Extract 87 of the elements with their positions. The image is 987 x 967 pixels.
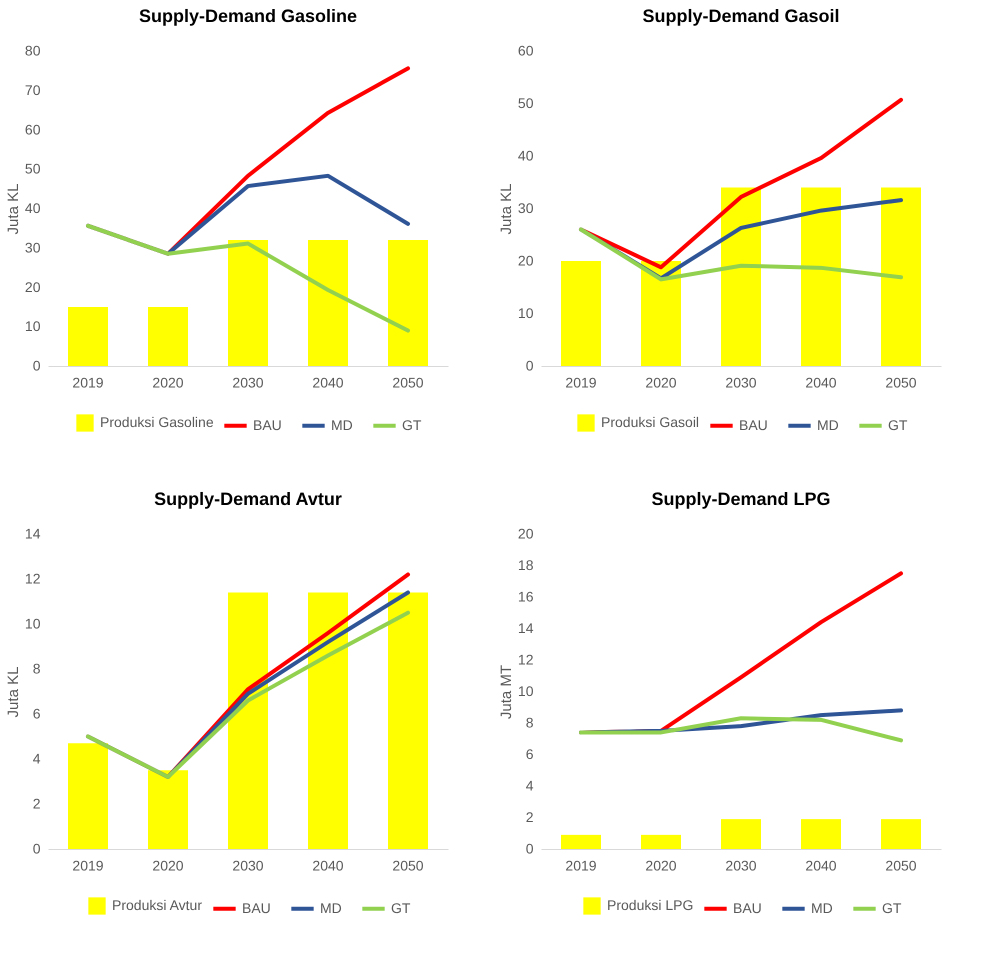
y-tick-label: 6 bbox=[526, 746, 534, 762]
line-series bbox=[579, 716, 903, 742]
legend-label: MD bbox=[320, 900, 342, 916]
x-tick-label: 2050 bbox=[885, 374, 917, 390]
line-series bbox=[579, 228, 903, 282]
y-tick-label: 10 bbox=[518, 683, 534, 699]
legend-label: MD bbox=[331, 416, 353, 433]
y-tick-label: 40 bbox=[24, 200, 41, 216]
y-tick-label: 30 bbox=[518, 200, 534, 216]
y-tick-label: 4 bbox=[526, 778, 534, 794]
legend-label: BAU bbox=[253, 416, 282, 433]
y-axis-title: Juta MT bbox=[498, 664, 515, 720]
y-tick-label: 10 bbox=[24, 318, 41, 334]
y-tick-label: 50 bbox=[24, 160, 41, 177]
y-tick-label: 70 bbox=[24, 82, 41, 98]
y-tick-label: 2 bbox=[526, 809, 534, 825]
y-tick-label: 14 bbox=[24, 526, 41, 542]
y-tick-label: 20 bbox=[518, 526, 534, 542]
y-tick-label: 4 bbox=[32, 750, 41, 766]
y-tick-label: 50 bbox=[518, 95, 534, 111]
x-tick-label: 2020 bbox=[152, 858, 184, 874]
legend-label: GT bbox=[402, 416, 422, 433]
x-tick-label: 2019 bbox=[72, 374, 104, 390]
chart-title: Supply-Demand LPG bbox=[651, 489, 831, 509]
y-tick-label: 10 bbox=[24, 616, 41, 632]
x-tick-label: 2050 bbox=[885, 858, 917, 874]
legend-label: GT bbox=[888, 416, 908, 433]
y-tick-label: 20 bbox=[518, 252, 534, 268]
x-tick-label: 2030 bbox=[725, 858, 757, 874]
legend-label: MD bbox=[817, 416, 839, 433]
y-tick-label: 40 bbox=[518, 148, 534, 164]
y-tick-label: 12 bbox=[518, 652, 534, 668]
y-tick-label: 0 bbox=[526, 358, 534, 374]
x-tick-label: 2019 bbox=[72, 858, 104, 874]
legend-label: GT bbox=[882, 900, 902, 916]
y-tick-label: 14 bbox=[518, 620, 534, 636]
x-tick-label: 2050 bbox=[392, 858, 424, 874]
y-tick-label: 10 bbox=[518, 305, 534, 321]
legend-label: Produksi LPG bbox=[607, 897, 694, 913]
legend-label: BAU bbox=[739, 416, 768, 433]
legend-label: BAU bbox=[733, 900, 762, 916]
legend-label: MD bbox=[811, 900, 833, 916]
y-tick-label: 30 bbox=[24, 239, 41, 256]
chart-title: Supply-Demand Gasoil bbox=[642, 6, 840, 26]
x-tick-label: 2019 bbox=[565, 374, 597, 390]
x-tick-label: 2050 bbox=[392, 374, 424, 390]
x-tick-label: 2030 bbox=[725, 374, 757, 390]
bar bbox=[308, 592, 348, 849]
x-tick-label: 2040 bbox=[805, 374, 837, 390]
legend-label: Produksi Gasoil bbox=[601, 414, 700, 430]
x-tick-label: 2020 bbox=[645, 858, 677, 874]
x-tick-label: 2040 bbox=[805, 858, 837, 874]
x-tick-label: 2020 bbox=[645, 374, 677, 390]
y-tick-label: 8 bbox=[32, 660, 41, 676]
legend-label: GT bbox=[391, 900, 411, 916]
bar bbox=[68, 743, 108, 849]
y-axis-title: Juta KL bbox=[4, 184, 22, 234]
legend-label: Produksi Avtur bbox=[112, 897, 202, 913]
y-tick-label: 12 bbox=[24, 570, 41, 586]
legend-label: BAU bbox=[242, 900, 271, 916]
y-tick-label: 60 bbox=[24, 121, 41, 138]
bar bbox=[228, 592, 268, 849]
x-tick-label: 2020 bbox=[152, 374, 184, 390]
chart-title: Supply-Demand Gasoline bbox=[138, 6, 358, 26]
y-tick-label: 80 bbox=[24, 42, 41, 58]
bar bbox=[388, 592, 428, 849]
y-tick-label: 16 bbox=[518, 588, 534, 604]
legend-label: Produksi Gasoline bbox=[100, 414, 214, 430]
x-tick-label: 2030 bbox=[232, 374, 264, 390]
x-tick-label: 2030 bbox=[232, 858, 264, 874]
y-tick-label: 18 bbox=[518, 557, 534, 573]
y-tick-label: 60 bbox=[518, 42, 534, 58]
x-tick-label: 2019 bbox=[565, 858, 597, 874]
y-tick-label: 20 bbox=[24, 278, 41, 295]
y-axis-title: Juta KL bbox=[498, 184, 515, 234]
y-tick-label: 6 bbox=[32, 706, 41, 722]
line-series bbox=[86, 224, 410, 333]
y-tick-label: 2 bbox=[32, 796, 41, 812]
y-tick-label: 8 bbox=[526, 714, 534, 730]
y-tick-label: 0 bbox=[526, 840, 534, 856]
y-tick-label: 0 bbox=[32, 840, 41, 856]
chart-title: Supply-Demand Avtur bbox=[154, 489, 342, 509]
x-tick-label: 2040 bbox=[312, 858, 344, 874]
y-axis-title: Juta KL bbox=[4, 666, 22, 718]
y-tick-label: 0 bbox=[32, 358, 41, 374]
bar bbox=[148, 770, 188, 849]
x-tick-label: 2040 bbox=[312, 374, 344, 390]
